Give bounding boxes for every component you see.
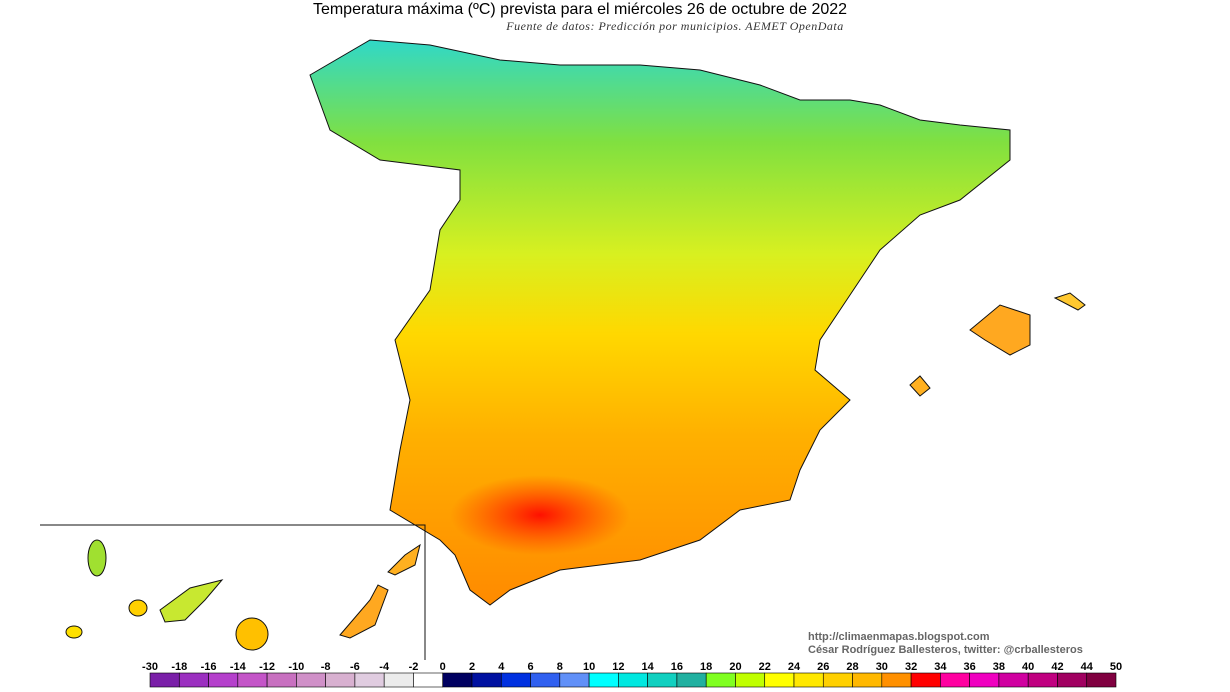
legend-swatch [266, 672, 297, 688]
legend-swatch [413, 672, 444, 688]
legend-tick-label: 42 [1051, 661, 1063, 673]
legend-swatch [764, 672, 795, 688]
legend-swatch [1027, 672, 1058, 688]
subtitle: Fuente de datos: Predicción por municipi… [505, 19, 843, 33]
map [40, 39, 1086, 660]
legend-swatch [647, 672, 678, 688]
legend-swatch [530, 672, 561, 688]
legend-swatch [1086, 672, 1117, 688]
legend-tick-label: -2 [409, 661, 419, 673]
legend-swatch [559, 672, 590, 688]
island [387, 543, 421, 576]
legend-tick-label: 16 [671, 661, 683, 673]
legend-swatch [237, 672, 268, 688]
legend-swatch [940, 672, 970, 688]
legend-tick-label: 22 [759, 661, 771, 673]
legend-tick-label: 30 [876, 661, 888, 673]
legend-tick-label: -6 [350, 661, 360, 673]
legend-swatch [705, 672, 736, 688]
legend-tick-label: -4 [379, 661, 390, 673]
title: Temperatura máxima (ºC) prevista para el… [313, 1, 847, 18]
legend-swatch [354, 672, 385, 688]
legend-swatch [1057, 672, 1088, 688]
island [87, 539, 107, 577]
island [128, 599, 148, 617]
legend-swatch [296, 672, 326, 688]
legend-swatch [618, 672, 648, 688]
legend-swatch [910, 672, 941, 688]
credit-url: http://climaenmapas.blogspot.com [808, 631, 990, 643]
legend-tick-label: 28 [846, 661, 858, 673]
legend-tick-label: 4 [498, 661, 505, 673]
legend-swatch [383, 672, 414, 688]
legend-swatch [676, 672, 707, 688]
legend-tick-label: 40 [1022, 661, 1034, 673]
legend-tick-label: 0 [440, 661, 446, 673]
legend-tick-label: -8 [321, 661, 331, 673]
island [339, 584, 389, 639]
legend-tick-label: 20 [729, 661, 741, 673]
inset-frame [40, 524, 426, 660]
legend-tick-label: -30 [142, 661, 158, 673]
legend-swatch [588, 672, 619, 688]
legend-tick-label: -12 [259, 661, 275, 673]
legend-swatch [325, 672, 356, 688]
legend-tick-label: 2 [469, 661, 475, 673]
legend-tick-label: 34 [934, 661, 947, 673]
legend-tick-label: -14 [230, 661, 247, 673]
legend: -30 -18 -16 -14 -12 -10 -8 -6 -4 -2 0 2 4 6 8 10 12 14 16 1… [142, 661, 1122, 688]
legend-tick-label: 18 [700, 661, 712, 673]
legend-tick-label: 6 [527, 661, 533, 673]
island [65, 625, 83, 639]
hot-area [450, 475, 630, 555]
legend-tick-label: 36 [964, 661, 976, 673]
mallorca [969, 304, 1031, 356]
legend-tick-label: 14 [642, 661, 655, 673]
mainland [309, 39, 1011, 606]
legend-tick-label: 24 [788, 661, 801, 673]
legend-swatch [149, 672, 180, 688]
legend-tick-label: -16 [201, 661, 217, 673]
legend-swatch [735, 672, 766, 688]
menorca [1053, 292, 1086, 311]
legend-swatch [852, 672, 883, 688]
island [235, 617, 269, 651]
legend-tick-label: -10 [288, 661, 304, 673]
legend-tick-label: 44 [1081, 661, 1094, 673]
legend-swatch [793, 672, 824, 688]
legend-swatch [442, 672, 473, 688]
legend-tick-label: 32 [905, 661, 917, 673]
ibiza [909, 375, 931, 397]
island [159, 579, 224, 623]
legend-swatch [500, 672, 531, 688]
legend-swatch [471, 672, 502, 688]
legend-swatch [998, 672, 1029, 688]
credit-author: César Rodríguez Ballesteros, twitter: @c… [808, 644, 1083, 656]
legend-tick-label: 10 [583, 661, 595, 673]
legend-tick-label: 12 [612, 661, 624, 673]
legend-tick-label: 8 [557, 661, 563, 673]
legend-tick-label: -18 [171, 661, 187, 673]
legend-swatch [822, 672, 853, 688]
legend-swatch [969, 672, 1000, 688]
legend-tick-label: 38 [993, 661, 1005, 673]
legend-tick-label: 26 [817, 661, 829, 673]
legend-swatch [178, 672, 209, 688]
legend-swatch [881, 672, 912, 688]
legend-swatch [208, 672, 239, 688]
legend-tick-label: 50 [1110, 661, 1122, 673]
